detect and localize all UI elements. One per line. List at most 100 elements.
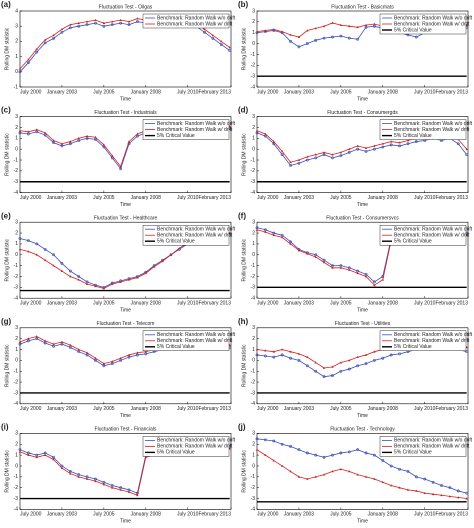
panel-label: (a) [1,0,11,9]
marker [18,131,22,135]
y-tick-label: 2 [15,125,18,131]
chart-title: Fluctuation Test - Industrials [94,110,157,116]
marker [136,353,139,357]
y-tick-label: 1 [252,452,255,458]
marker [314,369,318,373]
x-tick-label: July 2005 [93,195,115,201]
x-tick-label: January 2003 [47,301,78,307]
marker [119,280,122,283]
marker [465,153,469,157]
marker [68,269,72,273]
y-tick-label: 3 [15,325,18,331]
x-tick-label: January 2008 [131,195,162,201]
marker [381,278,384,281]
marker [381,145,385,149]
y-tick-label: 0 [252,146,255,152]
marker [119,358,123,362]
panel: (h) Fluctuation Test - Utilities -4 -3 -2 -1 0… [238,317,473,419]
marker [289,445,292,448]
marker [364,353,368,356]
marker [43,453,47,457]
marker [18,237,22,240]
x-tick-label: January 2003 [284,406,315,412]
marker [228,46,231,49]
y-tick-label: 0 [252,41,255,47]
marker [314,255,317,258]
marker [219,43,223,46]
marker [85,477,89,480]
y-tick-label: 1 [15,452,18,458]
marker [264,29,267,32]
x-tick-label: February 2013 [435,512,468,518]
marker [331,453,334,457]
marker [314,156,318,160]
marker [220,40,223,43]
marker [110,156,114,160]
y-tick-label: -3 [251,390,256,396]
y-tick-label: -3 [251,179,256,185]
marker [280,236,284,239]
y-tick-label: 4 [15,8,18,14]
x-tick-label: July 2005 [93,512,115,518]
y-tick-label: 0 [252,358,255,364]
marker [119,488,122,491]
marker [27,337,30,340]
x-tick-label: July 2000 [257,195,279,201]
x-tick-label: July 2005 [330,301,352,307]
marker [314,27,317,30]
x-tick-label: July 2005 [330,195,352,201]
marker [398,141,401,144]
marker [406,488,410,491]
marker [144,352,148,356]
y-tick-label: -3 [14,390,19,396]
marker [364,275,368,278]
legend-label: Benchmark: Random Walk w/ drift [157,338,233,344]
marker [263,134,267,138]
x-tick-label: January 2008 [131,301,162,307]
x-tick-label: July 2000 [20,89,42,95]
legend-label: Benchmark: Random Walk w/ drift [394,127,470,133]
marker [440,484,443,487]
panel: (i) Fluctuation Test - Financials -4 -3 -2 -1… [1,423,236,525]
marker [306,477,309,480]
panel-label: (e) [1,211,11,220]
marker [94,358,97,362]
marker [94,284,97,288]
plot-frame [256,433,469,510]
series-line [256,438,467,494]
marker [27,130,30,133]
marker [356,144,359,147]
marker [60,142,64,145]
marker [26,239,30,243]
panel: (a) Fluctuation Test - Oilgas -1 0 1 2 3 4 July … [1,0,236,102]
chart-title: Fluctuation Test - Technology [330,427,395,433]
marker [77,275,81,278]
x-tick-label: January 2008 [368,89,399,95]
marker [448,486,452,490]
y-tick-label: -4 [251,296,256,302]
marker [347,450,351,454]
y-tick-label: 3 [252,8,255,14]
marker [255,353,259,357]
legend-label: 5% Critical Value [157,344,195,350]
marker [297,35,301,38]
marker [69,23,72,26]
x-tick-label: February 2013 [435,406,468,412]
y-tick-label: -3 [14,179,19,185]
y-axis-label: Rolling DM statistic [4,238,10,281]
marker [77,348,80,351]
marker [331,35,334,39]
y-tick-label: 3 [252,220,255,226]
legend-label: Benchmark: Random Walk w/ drift [157,444,233,450]
x-tick-label: July 2000 [257,301,279,307]
chart-title: Fluctuation Test - Healthcare [94,216,158,222]
marker [102,143,106,146]
x-tick-label: February 2013 [435,195,468,201]
x-tick-label: July 2010 [414,512,436,518]
marker [52,253,55,257]
y-tick-label: 3 [252,431,255,437]
marker [356,37,360,41]
marker [314,361,317,364]
marker [356,25,359,29]
